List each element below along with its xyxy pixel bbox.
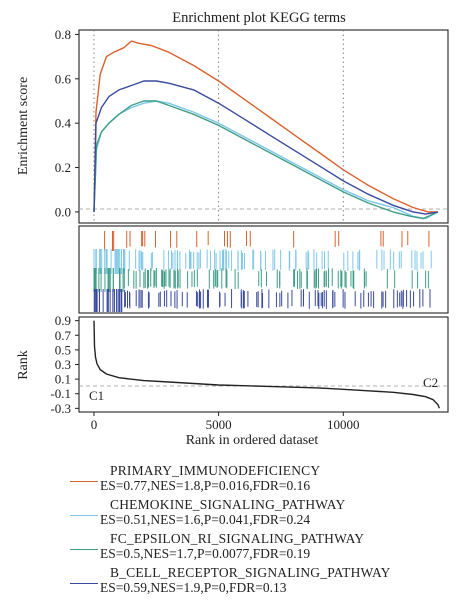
es-line-primary-immunodeficiency [93, 40, 438, 213]
es-y-tick-label: 0.0 [55, 204, 71, 219]
x-tick-label: 5000 [206, 417, 232, 432]
hits-panel-frame [78, 225, 449, 314]
legend-stats: ES=0.77,NES=1.8,P=0.016,FDR=0.16 [100, 478, 311, 493]
legend-label: PRIMARY_IMMUNODEFICIENCY [110, 463, 321, 478]
annotation-c1: C1 [89, 388, 104, 403]
annotation-c2: C2 [423, 375, 438, 390]
es-y-tick-label: 0.8 [55, 27, 71, 42]
legend-swatch [70, 583, 98, 584]
es-line-chemokine-signaling [93, 100, 439, 220]
rank-y-tick-label: 0.7 [55, 328, 72, 343]
x-tick-label: 10000 [327, 417, 360, 432]
es-series-lines [93, 40, 439, 220]
es-y-tick-label: 0.4 [55, 116, 72, 131]
rank-panel-frame [78, 316, 449, 413]
legend-swatch [70, 515, 98, 516]
legend-stats: ES=0.59,NES=1.9,P=0,FDR=0.13 [100, 580, 287, 595]
es-line-fc-epsilon-ri [93, 100, 439, 220]
legend-swatch [70, 549, 98, 550]
chart-title: Enrichment plot KEGG terms [172, 10, 346, 26]
legend-item-fc-epsilon-ri: FC_EPSILON_RI_SIGNALING_PATHWAY ES=0.5,N… [60, 531, 460, 565]
rank-y-tick-label: -0.1 [50, 386, 71, 401]
rank-y-tick-label: 0.5 [55, 342, 71, 357]
legend-label: CHEMOKINE_SIGNALING_PATHWAY [110, 497, 346, 512]
rank-y-tick-label: 0.1 [55, 372, 71, 387]
x-axis-label: Rank in ordered dataset [186, 433, 319, 448]
es-y-axis-label: Enrichment score [16, 77, 31, 175]
legend-label: FC_EPSILON_RI_SIGNALING_PATHWAY [110, 531, 365, 546]
legend-stats: ES=0.5,NES=1.7,P=0.0077,FDR=0.19 [100, 546, 311, 561]
hit-barcodes [93, 231, 432, 312]
rank-y-tick-label: 0.9 [55, 313, 71, 328]
es-gridlines [93, 30, 344, 223]
rank-metric-line [93, 320, 440, 409]
es-panel-frame [78, 29, 449, 224]
es-y-tick-label: 0.6 [55, 71, 72, 86]
legend-label: B_CELL_RECEPTOR_SIGNALING_PATHWAY [110, 565, 391, 580]
es-y-tick-label: 0.2 [55, 160, 71, 175]
legend-item-chemokine-signaling: CHEMOKINE_SIGNALING_PATHWAY ES=0.51,NES=… [60, 497, 460, 531]
es-line-b-cell-receptor [93, 80, 439, 215]
legend-item-b-cell-receptor: B_CELL_RECEPTOR_SIGNALING_PATHWAY ES=0.5… [60, 565, 460, 599]
rank-y-axis-label: Rank [16, 350, 31, 380]
x-tick-label: 0 [91, 417, 98, 432]
legend: PRIMARY_IMMUNODEFICIENCY ES=0.77,NES=1.8… [60, 463, 460, 599]
legend-stats: ES=0.51,NES=1.6,P=0.041,FDR=0.24 [100, 512, 311, 527]
rank-y-tick-label: -0.3 [50, 401, 71, 416]
legend-swatch [70, 481, 98, 482]
rank-y-ticks: 0.90.70.50.30.1-0.1-0.3 [50, 313, 79, 416]
es-y-ticks: 0.0 0.2 0.4 0.6 0.8 [55, 27, 79, 219]
rank-x-ticks: 0 5000 10000 [91, 412, 360, 432]
rank-y-tick-label: 0.3 [55, 357, 71, 372]
legend-item-primary-immunodeficiency: PRIMARY_IMMUNODEFICIENCY ES=0.77,NES=1.8… [60, 463, 460, 497]
